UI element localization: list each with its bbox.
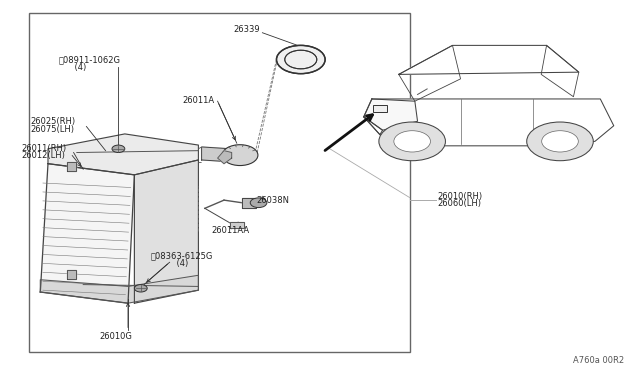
Circle shape xyxy=(527,122,593,161)
Bar xyxy=(29,13,410,352)
Bar xyxy=(373,105,387,112)
Text: 26010(RH): 26010(RH) xyxy=(437,192,483,201)
Text: 26012(LH): 26012(LH) xyxy=(22,151,66,160)
Circle shape xyxy=(134,285,147,292)
Polygon shape xyxy=(67,270,76,279)
Text: 26075(LH): 26075(LH) xyxy=(31,125,75,134)
Text: Ⓝ08363-6125G: Ⓝ08363-6125G xyxy=(150,251,212,260)
Polygon shape xyxy=(67,162,76,171)
Circle shape xyxy=(379,122,445,161)
Text: 26339: 26339 xyxy=(234,25,260,34)
Circle shape xyxy=(250,198,267,208)
Polygon shape xyxy=(242,198,256,208)
Circle shape xyxy=(222,145,258,166)
Polygon shape xyxy=(40,164,134,303)
Text: 26010G: 26010G xyxy=(99,332,132,341)
Polygon shape xyxy=(364,99,614,146)
Text: 26038N: 26038N xyxy=(256,196,289,205)
Polygon shape xyxy=(134,160,198,303)
Circle shape xyxy=(276,45,325,74)
Text: (4): (4) xyxy=(64,63,86,72)
Polygon shape xyxy=(218,151,232,164)
Polygon shape xyxy=(40,275,198,303)
Polygon shape xyxy=(399,45,579,74)
Polygon shape xyxy=(202,147,230,162)
Polygon shape xyxy=(230,222,244,228)
Text: Ⓝ08911-1062G: Ⓝ08911-1062G xyxy=(59,55,121,64)
Text: A760a 00R2: A760a 00R2 xyxy=(573,356,624,365)
Text: 26011(RH): 26011(RH) xyxy=(22,144,67,153)
Text: 26011AA: 26011AA xyxy=(211,226,250,235)
Polygon shape xyxy=(364,99,417,130)
Text: (4): (4) xyxy=(166,259,189,268)
Text: 26060(LH): 26060(LH) xyxy=(437,199,481,208)
Circle shape xyxy=(112,145,125,153)
Polygon shape xyxy=(48,134,198,175)
Text: 26025(RH): 26025(RH) xyxy=(31,117,76,126)
Text: 26011A: 26011A xyxy=(182,96,214,105)
Circle shape xyxy=(394,131,431,152)
Circle shape xyxy=(541,131,579,152)
